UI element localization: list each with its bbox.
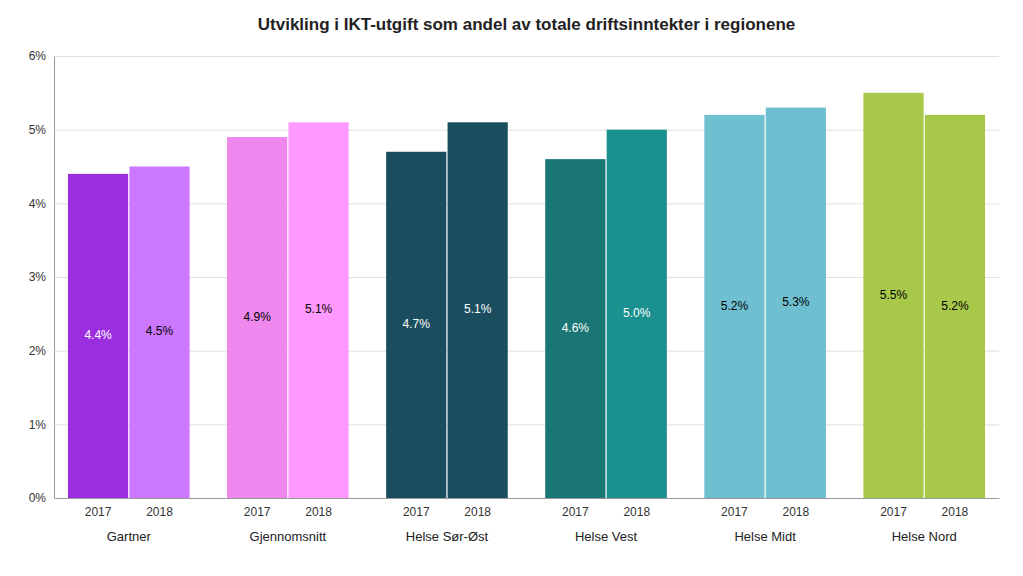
x-tick: Gartner	[107, 498, 152, 544]
bar	[288, 122, 348, 498]
x-axis: Gartner Gjennomsnitt Helse Sør-Øst Helse Ve…	[55, 498, 1000, 544]
series-label: 2018	[942, 505, 969, 519]
data-label: 5.2%	[941, 299, 969, 313]
x-tick-label: Helse Vest	[575, 529, 638, 544]
grid-line	[54, 424, 999, 425]
series-label: 2017	[403, 505, 430, 519]
y-tick-label: 3%	[29, 270, 47, 284]
series-label: 2018	[783, 505, 810, 519]
bar	[227, 137, 287, 498]
y-tick-label: 2%	[29, 344, 47, 358]
data-label: 4.9%	[243, 310, 271, 324]
y-tick-label: 5%	[29, 123, 47, 137]
x-tick-label: Gjennomsnitt	[250, 529, 327, 544]
bar	[704, 115, 764, 498]
y-tick: 6%	[29, 49, 999, 63]
x-tick-label: Gartner	[107, 529, 152, 544]
data-label: 4.5%	[146, 324, 174, 338]
chart: 0%1%2%3%4%5%6%4.4%4.9%4.7%4.6%5.2%5.5%4.…	[0, 0, 1023, 576]
y-tick-label: 1%	[29, 418, 47, 432]
y-tick-label: 0%	[29, 491, 47, 505]
grid-line	[54, 277, 999, 278]
bar	[925, 115, 985, 498]
data-label: 5.3%	[782, 295, 810, 309]
bars	[68, 93, 985, 498]
series-label: 2018	[464, 505, 491, 519]
series-labels: 2017 2017 2017 2017 2017 2017 2018 2018 2018 2018…	[85, 505, 969, 519]
x-tick-label: Helse Nord	[892, 529, 957, 544]
data-label: 4.6%	[562, 321, 590, 335]
bar	[607, 130, 667, 498]
grid-line	[54, 130, 999, 131]
y-tick: 5%	[29, 123, 999, 137]
grid-line	[54, 351, 999, 352]
series-label: 2018	[146, 505, 173, 519]
data-label: 5.1%	[464, 302, 492, 316]
bar	[386, 152, 446, 498]
x-tick: Helse Nord	[892, 498, 957, 544]
series-label: 2018	[623, 505, 650, 519]
series-label: 2017	[244, 505, 271, 519]
bar	[448, 122, 508, 498]
bar	[863, 93, 923, 498]
y-tick-label: 6%	[29, 49, 47, 63]
data-label: 5.2%	[721, 299, 749, 313]
bar	[129, 167, 189, 499]
title: Utvikling i IKT-utgift som andel av tota…	[258, 15, 795, 34]
x-tick-label: Helse Midt	[734, 529, 796, 544]
data-label: 4.4%	[84, 328, 112, 342]
data-label: 5.5%	[880, 288, 908, 302]
data-label: 5.0%	[623, 306, 651, 320]
x-tick-label: Helse Sør-Øst	[406, 529, 489, 544]
grid-line	[54, 498, 999, 499]
series-label: 2017	[562, 505, 589, 519]
data-label: 5.1%	[305, 302, 333, 316]
bar	[68, 174, 128, 498]
data-label: 4.7%	[403, 317, 431, 331]
x-axis-line	[55, 498, 1000, 499]
plot: 0%1%2%3%4%5%6%4.4%4.9%4.7%4.6%5.2%5.5%4.…	[29, 49, 1000, 544]
grid-line	[54, 56, 999, 57]
series-label: 2017	[880, 505, 907, 519]
bar	[545, 159, 605, 498]
series-label: 2017	[85, 505, 112, 519]
x-tick: Helse Sør-Øst	[406, 498, 489, 544]
x-tick: Gjennomsnitt	[250, 498, 327, 544]
x-tick: Helse Midt	[734, 498, 796, 544]
data-labels: 4.4% 4.9% 4.7% 4.6% 5.2% 5.5% 4.5% 5.1% 5.1% 5.0%…	[84, 288, 969, 343]
y-tick-label: 4%	[29, 197, 47, 211]
y-axis: 0% 1% 2% 3% 4% 5% 6%	[29, 49, 999, 505]
series-label: 2017	[721, 505, 748, 519]
series-label: 2018	[305, 505, 332, 519]
bar	[766, 108, 826, 498]
grid-line	[54, 203, 999, 204]
x-tick: Helse Vest	[575, 498, 638, 544]
